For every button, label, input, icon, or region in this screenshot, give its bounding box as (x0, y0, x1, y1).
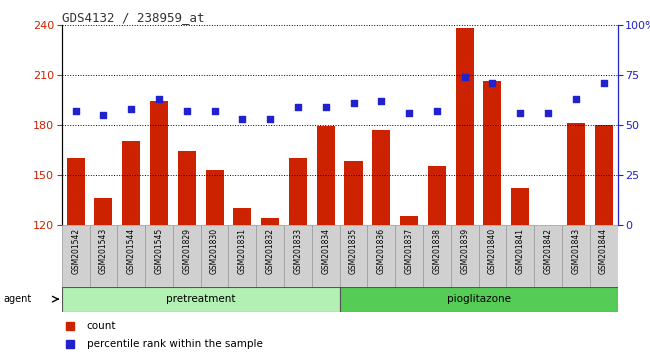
Text: GSM201830: GSM201830 (210, 228, 219, 274)
Point (154, 96, 164, 102)
Bar (478, 225, 506, 287)
Point (209, 108, 220, 114)
Bar (66, 158, 84, 225)
Bar (339, 225, 367, 287)
Text: GSM201835: GSM201835 (349, 228, 358, 274)
Point (460, 74, 470, 80)
Bar (122, 142, 140, 225)
Text: GSM201542: GSM201542 (71, 228, 80, 274)
Point (488, 80, 498, 86)
Point (543, 110, 553, 116)
Point (70, 108, 81, 114)
Bar (62, 287, 339, 312)
Bar (145, 225, 173, 287)
Point (320, 104, 331, 110)
Bar (562, 225, 590, 287)
Bar (567, 123, 585, 225)
Text: GSM201836: GSM201836 (377, 228, 386, 274)
Point (181, 108, 192, 114)
Point (265, 116, 276, 122)
Bar (534, 225, 562, 287)
Bar (506, 225, 534, 287)
Text: GSM201840: GSM201840 (488, 228, 497, 274)
Bar (173, 225, 201, 287)
Text: percentile rank within the sample: percentile rank within the sample (86, 339, 263, 349)
Text: GSM201837: GSM201837 (404, 228, 413, 274)
Text: count: count (86, 321, 116, 331)
Bar (400, 216, 418, 225)
Text: GSM201843: GSM201843 (571, 228, 580, 274)
Point (571, 96, 581, 102)
Text: GSM201831: GSM201831 (238, 228, 247, 274)
Bar (261, 218, 280, 225)
Bar (372, 130, 391, 225)
Bar (317, 126, 335, 225)
Text: GSM201545: GSM201545 (155, 228, 164, 274)
Bar (428, 166, 446, 225)
Text: GSM201842: GSM201842 (543, 228, 552, 274)
Bar (201, 225, 229, 287)
Point (292, 104, 303, 110)
Text: GSM201844: GSM201844 (599, 228, 608, 274)
Point (515, 110, 525, 116)
Text: GSM201544: GSM201544 (127, 228, 136, 274)
Bar (511, 188, 529, 225)
Text: GSM201829: GSM201829 (182, 228, 191, 274)
Bar (344, 161, 363, 225)
Bar (284, 225, 312, 287)
Bar (289, 158, 307, 225)
Bar (94, 198, 112, 225)
Point (126, 106, 136, 112)
Text: pretreatment: pretreatment (166, 294, 235, 304)
Text: agent: agent (3, 294, 31, 304)
Bar (177, 152, 196, 225)
Bar (150, 102, 168, 225)
Bar (456, 28, 474, 225)
Bar (256, 225, 284, 287)
Bar (339, 287, 618, 312)
Bar (117, 225, 145, 287)
Bar (367, 225, 395, 287)
Bar (395, 225, 423, 287)
Text: GSM201838: GSM201838 (432, 228, 441, 274)
Bar (423, 225, 451, 287)
Bar (90, 225, 117, 287)
Text: GSM201543: GSM201543 (99, 228, 108, 274)
Bar (229, 225, 256, 287)
Bar (590, 225, 618, 287)
Bar (451, 225, 478, 287)
Point (599, 80, 609, 86)
Point (348, 100, 359, 105)
Point (432, 108, 442, 114)
Bar (595, 125, 613, 225)
Bar (62, 225, 90, 287)
Text: GSM201839: GSM201839 (460, 228, 469, 274)
Point (98, 112, 109, 118)
Text: GSM201832: GSM201832 (266, 228, 275, 274)
Text: GSM201833: GSM201833 (293, 228, 302, 274)
Bar (312, 225, 340, 287)
Point (237, 116, 248, 122)
Text: pioglitazone: pioglitazone (447, 294, 510, 304)
Bar (484, 81, 502, 225)
Text: GDS4132 / 238959_at: GDS4132 / 238959_at (62, 11, 204, 24)
Bar (205, 170, 224, 225)
Point (404, 110, 414, 116)
Text: GSM201834: GSM201834 (321, 228, 330, 274)
Bar (233, 208, 252, 225)
Point (376, 98, 387, 104)
Text: GSM201841: GSM201841 (515, 228, 525, 274)
